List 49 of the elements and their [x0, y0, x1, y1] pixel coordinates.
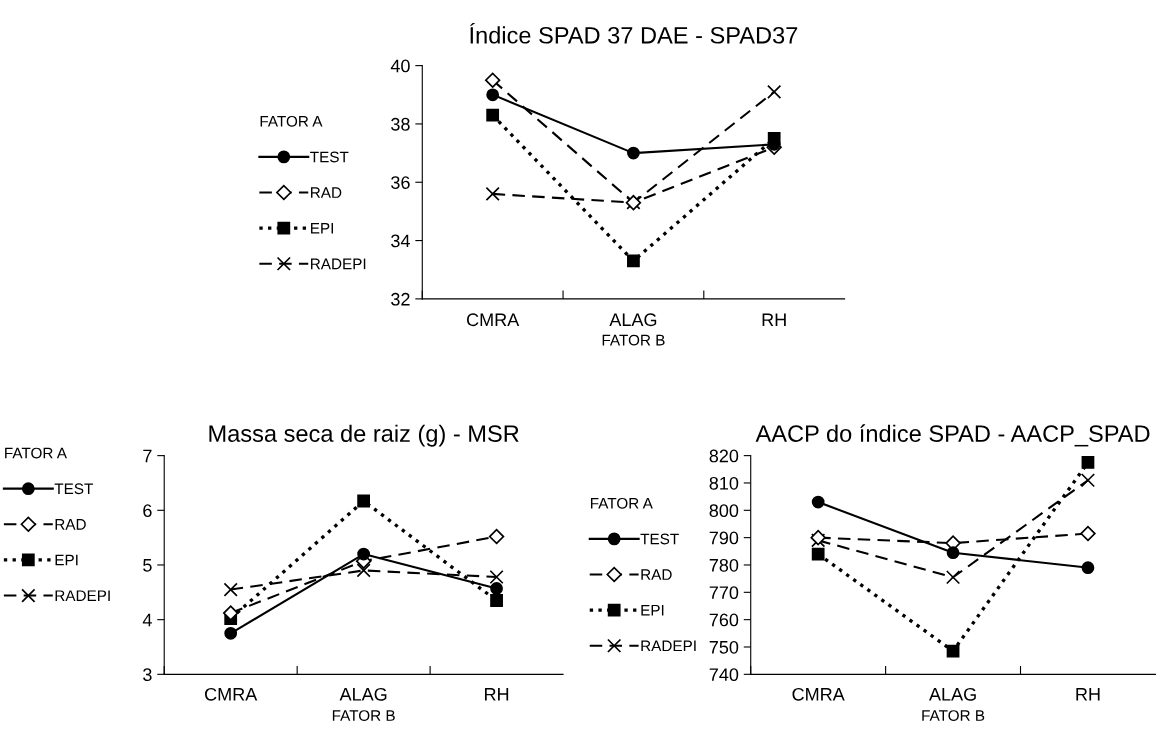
- y-tick-label: 38: [391, 117, 410, 131]
- legend-title: FATOR A: [260, 115, 323, 127]
- x-tick-label: ALAG: [929, 687, 976, 701]
- y-tick-label: 5: [143, 559, 152, 572]
- y-tick-label: 3: [143, 668, 152, 682]
- legend-title: FATOR A: [5, 447, 67, 459]
- x-tick-label: CMRA: [467, 313, 520, 327]
- legend-title: FATOR A: [590, 497, 653, 509]
- legend-label: TEST: [54, 483, 93, 495]
- x-tick-label: CMRA: [205, 687, 258, 701]
- legend-label: RADEPI: [641, 640, 696, 652]
- y-tick-label: 36: [391, 176, 410, 189]
- legend-label: EPI: [311, 222, 333, 234]
- chart-title: AACP do índice SPAD - AACP_SPAD: [755, 424, 1150, 447]
- x-tick-label: ALAG: [339, 687, 387, 701]
- x-tick-label: RH: [1076, 688, 1100, 701]
- x-axis-title: FATOR B: [922, 710, 985, 721]
- y-tick-label: 4: [142, 613, 152, 627]
- y-tick-label: 40: [390, 59, 410, 73]
- y-tick-label: 34: [391, 234, 410, 248]
- y-tick-label: 770: [709, 586, 739, 600]
- x-tick-label: RH: [485, 688, 509, 701]
- y-tick-label: 6: [143, 504, 152, 518]
- legend-label: TEST: [310, 151, 349, 163]
- legend-label: EPI: [641, 604, 664, 616]
- y-tick-label: 790: [709, 531, 739, 545]
- legend-label: RAD: [311, 187, 342, 198]
- legend-label: TEST: [640, 533, 679, 545]
- x-tick-label: RH: [762, 313, 786, 326]
- legend-label: RADEPI: [311, 258, 366, 270]
- chart-title: Massa seca de raiz (g) - MSR: [209, 424, 519, 447]
- y-tick-label: 760: [709, 613, 739, 627]
- y-tick-label: 740: [709, 668, 739, 682]
- y-tick-label: 780: [709, 558, 739, 572]
- y-tick-label: 32: [391, 292, 410, 306]
- legend-label: RAD: [55, 519, 86, 530]
- x-tick-label: CMRA: [792, 687, 845, 701]
- y-tick-label: 810: [709, 476, 739, 490]
- y-tick-label: 800: [709, 504, 739, 518]
- legend-label: RAD: [641, 569, 672, 580]
- x-axis-title: FATOR B: [602, 334, 665, 346]
- y-tick-label: 750: [709, 640, 739, 654]
- x-axis-title: FATOR B: [332, 710, 395, 721]
- chart-title: Índice SPAD 37 DAE - SPAD37: [470, 22, 798, 44]
- y-tick-label: 820: [709, 449, 739, 463]
- legend-label: EPI: [55, 554, 78, 566]
- y-tick-label: 7: [143, 449, 152, 463]
- x-tick-label: ALAG: [609, 313, 657, 327]
- legend-label: RADEPI: [55, 590, 110, 601]
